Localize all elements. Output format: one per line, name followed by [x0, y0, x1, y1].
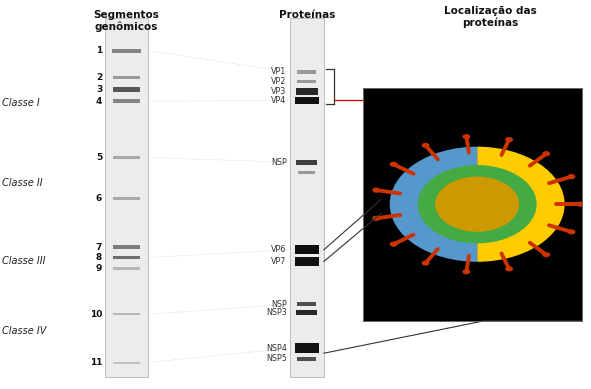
Circle shape: [389, 242, 398, 247]
FancyBboxPatch shape: [295, 97, 319, 104]
FancyBboxPatch shape: [113, 245, 140, 249]
Text: 8: 8: [96, 253, 102, 262]
Circle shape: [543, 252, 550, 257]
Text: Classe III: Classe III: [2, 256, 46, 266]
FancyBboxPatch shape: [113, 267, 140, 270]
FancyBboxPatch shape: [298, 171, 316, 174]
Circle shape: [418, 165, 537, 244]
Text: 2: 2: [96, 73, 102, 82]
Text: VP1: VP1: [271, 67, 287, 77]
Circle shape: [543, 151, 550, 156]
Text: VP4: VP4: [271, 96, 287, 105]
Circle shape: [576, 202, 584, 207]
Circle shape: [567, 229, 576, 235]
FancyBboxPatch shape: [113, 76, 140, 79]
Text: 6: 6: [96, 194, 102, 203]
Text: VP6: VP6: [271, 245, 287, 254]
FancyBboxPatch shape: [113, 362, 140, 363]
Bar: [363, 88, 582, 321]
FancyBboxPatch shape: [297, 70, 316, 74]
FancyBboxPatch shape: [296, 88, 318, 95]
FancyBboxPatch shape: [113, 313, 140, 315]
FancyBboxPatch shape: [297, 310, 317, 315]
Text: 11: 11: [90, 358, 102, 367]
Text: 1: 1: [96, 46, 102, 55]
FancyBboxPatch shape: [295, 257, 319, 266]
FancyBboxPatch shape: [105, 18, 148, 377]
FancyBboxPatch shape: [297, 80, 316, 84]
Text: Segmentos
genômicos: Segmentos genômicos: [93, 10, 160, 32]
FancyBboxPatch shape: [113, 197, 140, 200]
Text: Localização das
proteínas: Localização das proteínas: [444, 6, 537, 28]
Text: NSP3: NSP3: [266, 308, 287, 317]
Circle shape: [421, 143, 430, 148]
Text: 3: 3: [96, 85, 102, 94]
Circle shape: [462, 269, 470, 274]
Circle shape: [505, 266, 513, 272]
Text: NSP5: NSP5: [266, 354, 287, 363]
Text: 7: 7: [96, 242, 102, 252]
FancyBboxPatch shape: [295, 245, 319, 254]
Circle shape: [462, 134, 470, 139]
Circle shape: [421, 261, 430, 266]
Wedge shape: [477, 147, 564, 262]
FancyBboxPatch shape: [290, 18, 324, 377]
Circle shape: [389, 162, 398, 167]
FancyBboxPatch shape: [113, 100, 140, 103]
Text: NSP4: NSP4: [266, 343, 287, 353]
Circle shape: [372, 216, 380, 221]
Circle shape: [567, 174, 576, 179]
FancyBboxPatch shape: [113, 156, 140, 159]
Text: VP3: VP3: [271, 87, 287, 96]
Text: VP7: VP7: [271, 257, 287, 266]
Circle shape: [372, 187, 380, 193]
Text: 9: 9: [96, 264, 102, 273]
Bar: [363, 88, 582, 321]
FancyBboxPatch shape: [297, 356, 316, 361]
FancyBboxPatch shape: [112, 49, 141, 53]
FancyBboxPatch shape: [297, 302, 316, 307]
Text: Classe II: Classe II: [2, 178, 43, 188]
Text: 5: 5: [96, 153, 102, 162]
Text: NSP: NSP: [271, 300, 287, 309]
Text: Classe I: Classe I: [2, 98, 40, 108]
Text: 10: 10: [90, 310, 102, 319]
Circle shape: [435, 177, 519, 232]
FancyBboxPatch shape: [297, 159, 317, 165]
Text: Classe IV: Classe IV: [2, 326, 46, 336]
FancyBboxPatch shape: [113, 87, 140, 92]
Text: 4: 4: [96, 96, 102, 106]
FancyBboxPatch shape: [113, 256, 140, 259]
Text: NSP: NSP: [271, 158, 287, 167]
Wedge shape: [389, 147, 477, 262]
Circle shape: [505, 137, 513, 142]
Text: VP2: VP2: [271, 77, 287, 86]
FancyBboxPatch shape: [295, 343, 319, 353]
Text: Proteínas: Proteínas: [278, 10, 335, 20]
